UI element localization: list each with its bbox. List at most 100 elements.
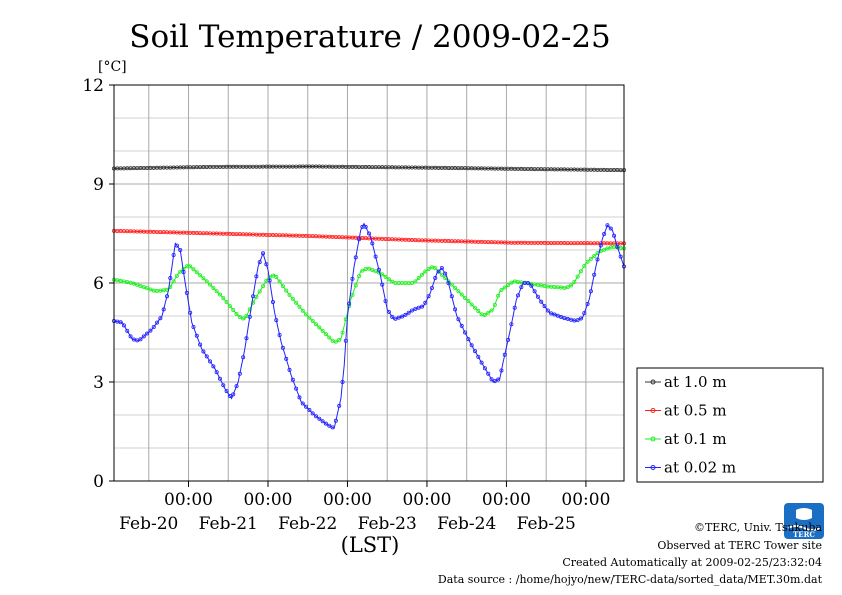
data-point: [419, 272, 424, 277]
data-point: [396, 315, 401, 320]
x-tick-time-label: 00:00: [164, 490, 213, 510]
data-point: [254, 274, 259, 279]
data-point: [251, 294, 256, 299]
data-point: [386, 277, 391, 282]
data-point: [453, 307, 458, 312]
data-point: [496, 293, 501, 298]
data-point: [158, 316, 163, 321]
data-point: [340, 379, 345, 384]
data-point: [353, 283, 358, 288]
data-point: [386, 309, 391, 314]
data-point: [585, 259, 590, 264]
data-point: [592, 272, 597, 277]
data-point: [155, 320, 160, 325]
data-point: [340, 330, 345, 335]
data-point: [575, 274, 580, 279]
data-point: [131, 281, 136, 286]
data-point: [274, 275, 279, 280]
series-at-1-0-m: [112, 164, 627, 173]
data-point: [304, 312, 309, 317]
data-point: [443, 271, 448, 276]
data-point: [333, 418, 338, 423]
data-point: [502, 285, 507, 290]
legend-swatch-marker: [650, 408, 656, 413]
data-point: [449, 282, 454, 287]
series-line: [113, 222, 625, 429]
y-unit-label: [°C]: [98, 59, 127, 75]
data-point: [472, 305, 477, 310]
plot-frame: [113, 84, 625, 482]
data-point: [198, 342, 203, 347]
data-point: [181, 269, 186, 274]
series-at-0-02-m: [112, 222, 627, 430]
data-point: [208, 282, 213, 287]
data-point: [125, 328, 130, 333]
data-point: [433, 276, 438, 281]
data-point: [423, 269, 428, 274]
data-point: [492, 379, 497, 384]
legend-swatch-marker: [650, 436, 656, 442]
legend-label: at 0.1 m: [664, 430, 727, 448]
data-point: [174, 243, 179, 248]
data-point: [204, 354, 209, 359]
data-point: [549, 311, 554, 316]
data-point: [390, 279, 395, 284]
data-point: [118, 320, 123, 325]
data-point: [314, 414, 319, 419]
x-tick-date-label: Feb-20: [119, 514, 178, 534]
logo-emblem-icon: [796, 508, 812, 520]
data-point: [380, 272, 385, 277]
data-point: [499, 368, 504, 373]
data-point: [592, 253, 597, 258]
data-point: [148, 287, 153, 292]
data-point: [343, 338, 348, 343]
x-tick-time-label: 00:00: [323, 490, 372, 510]
data-point: [370, 268, 375, 273]
x-tick-date-label: Feb-22: [278, 514, 337, 534]
data-point: [224, 389, 229, 394]
data-point: [138, 283, 143, 288]
data-point: [161, 307, 166, 312]
data-point: [194, 333, 199, 338]
data-point: [466, 299, 471, 304]
data-point: [267, 278, 272, 283]
credit-copyright: ©TERC, Univ. Tsukuba: [694, 521, 822, 534]
data-point: [264, 262, 269, 267]
data-point: [304, 404, 309, 409]
data-point: [506, 283, 511, 288]
x-tick-date-label: Feb-21: [199, 514, 258, 534]
legend-label: at 0.02 m: [664, 459, 736, 477]
data-point: [373, 254, 378, 259]
data-point: [542, 304, 547, 309]
series-line: [114, 166, 624, 171]
data-point: [582, 311, 587, 316]
data-point: [469, 302, 474, 307]
data-point: [191, 267, 196, 272]
data-point: [277, 332, 282, 337]
x-tick-date-label: Feb-24: [437, 514, 496, 534]
data-point: [400, 314, 405, 319]
data-point: [247, 314, 252, 319]
data-point: [297, 395, 302, 400]
data-point: [509, 322, 514, 327]
data-point: [416, 276, 421, 281]
data-point: [128, 334, 133, 339]
data-point: [506, 337, 511, 342]
data-point: [214, 370, 219, 375]
data-point: [347, 301, 352, 306]
data-point: [410, 308, 415, 313]
data-point: [174, 273, 179, 278]
data-point: [545, 308, 550, 313]
data-point: [317, 416, 322, 421]
data-point: [357, 237, 362, 242]
legend-label: at 0.5 m: [664, 402, 727, 420]
data-point: [585, 302, 590, 307]
data-point: [459, 323, 464, 328]
data-point: [333, 339, 338, 344]
data-point: [330, 425, 335, 430]
data-point: [148, 328, 153, 333]
legend-label: at 1.0 m: [664, 373, 727, 391]
data-point: [413, 279, 418, 284]
data-point: [327, 335, 332, 340]
data-point: [274, 318, 279, 323]
